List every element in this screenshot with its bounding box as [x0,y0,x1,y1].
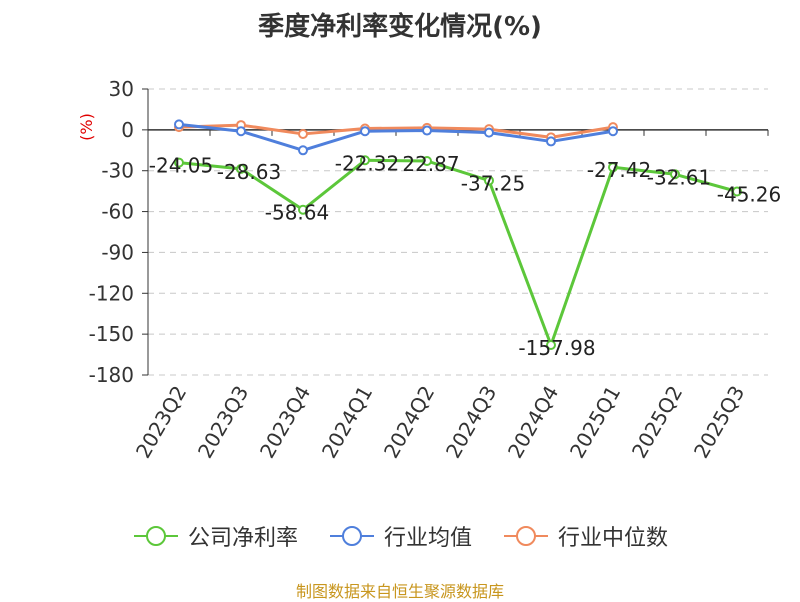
series-0-point-6 [546,340,556,351]
series-1-point-2 [298,145,308,156]
series-0-point-4 [422,156,432,167]
series-0-point-1 [236,163,246,174]
y-tick-label-1: 0 [121,118,134,142]
series-line-2 [178,123,614,139]
x-tick-label-0: 2023Q2 [131,382,191,463]
data-label-6: -157.98 [518,336,595,360]
series-1-point-0 [174,119,184,130]
legend-item-industry-median[interactable]: 行业中位数 [502,520,668,552]
y-tick-label-6: -150 [89,322,134,346]
x-tick-label-9: 2025Q3 [689,382,749,463]
series-lines [174,119,742,351]
series-2-point-2 [298,128,308,139]
series-1-point-1 [236,126,246,137]
y-tick-label-2: -30 [101,159,134,183]
x-tick-label-7: 2025Q1 [565,382,625,463]
x-tick-label-2: 2023Q4 [255,382,315,463]
series-line-0 [178,158,738,347]
legend-item-industry-avg[interactable]: 行业均值 [328,520,472,552]
y-tick-label-7: -180 [89,363,134,387]
data-label-9: -45.26 [717,182,781,206]
series-1-point-3 [360,126,370,137]
data-label-7: -27.42 [587,158,651,182]
series-0-point-3 [360,155,370,166]
x-tick-label-4: 2024Q2 [379,382,439,463]
series-1-point-7 [608,126,618,137]
legend-label-industry-avg: 行业均值 [383,526,472,551]
legend-label-company: 公司净利率 [187,526,298,551]
series-0-point-5 [484,175,494,186]
data-label-1: -28.63 [217,160,281,184]
y-tick-label-4: -90 [101,240,134,264]
series-0-point-9 [732,186,742,197]
data-label-2: -58.64 [265,201,329,225]
series-1-point-4 [422,125,432,136]
series-0-point-0 [174,157,184,168]
legend: 公司净利率 行业均值 行业中位数 [0,520,800,552]
data-label-4: 22.87 [402,152,459,176]
y-axis-label: (%) [77,113,96,141]
x-tick-label-1: 2023Q3 [193,382,253,463]
data-label-5: -37.25 [461,172,525,196]
series-line-1 [178,122,614,152]
chart-title: 季度净利率变化情况(%) [258,12,542,42]
y-tick-label-0: 30 [109,77,134,101]
y-tick-label-3: -60 [101,200,134,224]
legend-industry-avg-icon [329,526,374,546]
source-note: 制图数据来自恒生聚源数据库 [295,582,504,601]
axes: 300-30-60-90-120-150-180(%)2023Q2 2023Q3 2… [77,77,769,463]
data-label-8: -32.61 [647,165,711,189]
legend-industry-median-icon [504,526,548,546]
x-tick-label-8: 2025Q2 [627,382,687,463]
legend-company-icon [133,526,178,546]
series-0-point-8 [670,169,680,180]
data-label-3: -22.32 [335,151,399,175]
x-tick-label-3: 2024Q1 [317,382,377,463]
series-1-point-5 [484,127,494,138]
data-label-0: -24.05 [149,154,213,178]
series-1-point-6 [546,136,556,147]
data-labels: -24.05 -28.63 -58.64 -22.32 22.87-37.25 -157.… [149,151,781,360]
x-tick-label-5: 2024Q3 [441,382,501,463]
series-0-point-2 [298,204,308,215]
legend-label-industry-median: 行业中位数 [558,526,669,551]
x-tick-label-6: 2024Q4 [503,382,563,463]
legend-item-company[interactable]: 公司净利率 [132,520,298,552]
series-0-point-7 [608,162,618,173]
y-tick-label-5: -120 [89,281,134,305]
